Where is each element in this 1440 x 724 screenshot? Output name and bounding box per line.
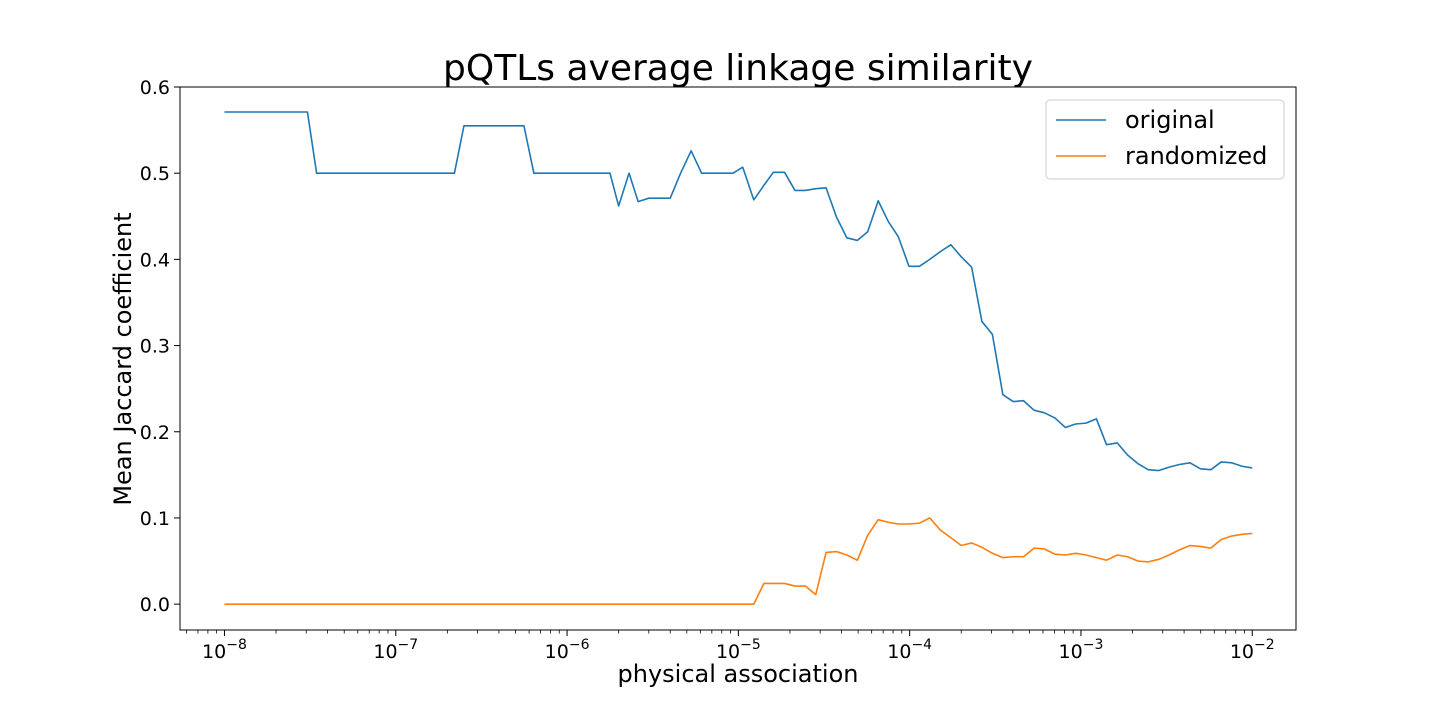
x-axis-label: physical association xyxy=(618,660,859,688)
y-tick-label: 0.0 xyxy=(140,594,170,616)
y-tick-label: 0.1 xyxy=(140,508,170,530)
x-tick-label: 10−3 xyxy=(1059,637,1104,663)
x-tick-label: 10−8 xyxy=(202,637,247,663)
chart-title: pQTLs average linkage similarity xyxy=(443,48,1033,89)
x-tick-label: 10−7 xyxy=(373,637,418,663)
legend-label-randomized: randomized xyxy=(1125,142,1267,170)
y-tick-label: 0.4 xyxy=(140,249,170,271)
legend-label-original: original xyxy=(1125,106,1215,134)
x-tick-label: 10−6 xyxy=(545,637,590,663)
y-tick-label: 0.5 xyxy=(140,163,170,185)
y-axis-label: Mean Jaccard coefficient xyxy=(109,212,137,505)
series-line-original xyxy=(224,111,1253,472)
y-tick-label: 0.3 xyxy=(140,336,170,358)
series-line-randomized xyxy=(224,517,1253,605)
x-tick-label: 10−2 xyxy=(1230,637,1275,663)
x-tick-label: 10−5 xyxy=(716,637,761,663)
plot-area: 10−8 10−7 10−6 10−5 10−4 10−3 10−2 0.0 0.1 0.2 0.3… xyxy=(140,77,1297,663)
x-tick-label: 10−4 xyxy=(887,637,932,663)
y-tick-label: 0.6 xyxy=(140,77,170,99)
y-tick-label: 0.2 xyxy=(140,422,170,444)
